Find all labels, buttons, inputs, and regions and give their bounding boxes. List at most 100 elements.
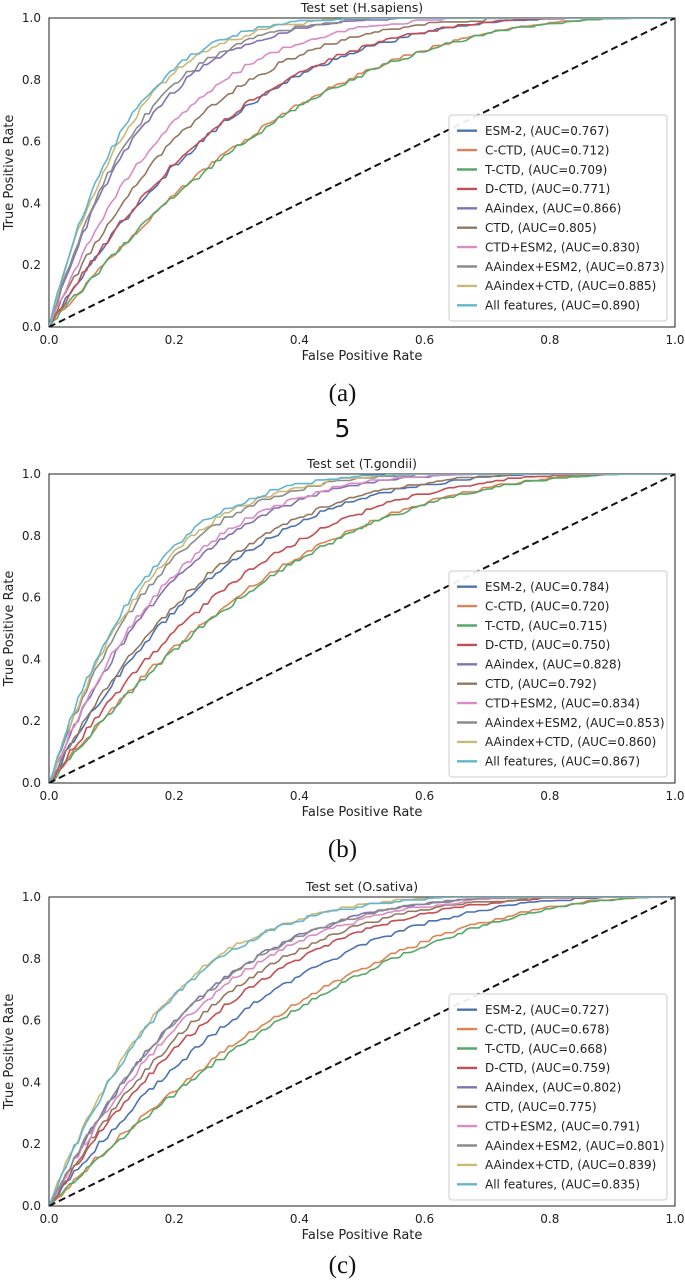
x-tick-label: 0.2	[165, 333, 184, 347]
y-tick-label: 0.0	[22, 1199, 41, 1213]
legend-entry-1: C-CTD, (AUC=0.678)	[485, 1022, 609, 1036]
legend-entry-8: AAindex+CTD, (AUC=0.885)	[485, 279, 656, 293]
chance-diagonal	[49, 897, 675, 1206]
series-line-2	[49, 18, 675, 327]
series-line-3	[49, 474, 675, 783]
page-number: 5	[334, 414, 351, 443]
legend-entry-5: CTD, (AUC=0.775)	[485, 1100, 597, 1114]
legend-entry-8: AAindex+CTD, (AUC=0.839)	[485, 1158, 656, 1172]
series-line-8	[49, 897, 675, 1206]
y-tick-label: 0.4	[22, 196, 41, 210]
legend-entry-7: AAindex+ESM2, (AUC=0.853)	[485, 716, 665, 730]
series-line-0	[49, 897, 675, 1206]
y-tick-label: 0.8	[22, 952, 41, 966]
series-line-2	[49, 474, 675, 783]
x-tick-label: 0.6	[415, 1212, 434, 1226]
legend-entry-9: All features, (AUC=0.890)	[485, 299, 640, 313]
legend-entry-1: C-CTD, (AUC=0.712)	[485, 143, 609, 157]
legend-entry-3: D-CTD, (AUC=0.771)	[485, 182, 610, 196]
x-tick-label: 1.0	[665, 1212, 684, 1226]
y-tick-label: 0.6	[22, 591, 41, 605]
curves	[49, 18, 675, 327]
legend-entry-0: ESM-2, (AUC=0.727)	[485, 1003, 609, 1017]
legend-entry-4: AAindex, (AUC=0.802)	[485, 1081, 621, 1095]
legend-box	[448, 993, 668, 1201]
x-tick-label: 0.6	[415, 333, 434, 347]
y-tick-label: 1.0	[22, 11, 41, 25]
series-line-3	[49, 18, 675, 327]
series-line-6	[49, 897, 675, 1206]
series-line-2	[49, 897, 675, 1206]
series-line-9	[49, 18, 675, 327]
x-tick-label: 0.0	[39, 789, 58, 803]
x-tick-label: 0.4	[290, 333, 309, 347]
y-tick-label: 0.6	[22, 1014, 41, 1028]
chart-panel-0: Test set (H.sapiens) 0.0 0.2 0.4 0.6 0.8 1.0 0.…	[2, 0, 685, 364]
plot-frame	[48, 473, 676, 784]
chart-panel-1: Test set (T.gondii) 0.0 0.2 0.4 0.6 0.8 1.0 0.0…	[2, 456, 685, 820]
chart-title: Test set (H.sapiens)	[300, 0, 423, 15]
chart-title: Test set (T.gondii)	[306, 456, 417, 471]
chart-panel-2: Test set (O.sativa) 0.0 0.2 0.4 0.6 0.8 1.0 0.0…	[2, 879, 685, 1243]
y-axis-label: True Positive Rate	[2, 571, 17, 688]
y-tick-label: 0.2	[22, 714, 41, 728]
x-axis-label: False Positive Rate	[302, 1228, 423, 1243]
x-tick-label: 0.4	[290, 1212, 309, 1226]
legend-entry-7: AAindex+ESM2, (AUC=0.801)	[485, 1139, 665, 1153]
y-tick-label: 0.0	[22, 776, 41, 790]
legend: ESM-2, (AUC=0.784) C-CTD, (AUC=0.720) T-CT…	[448, 570, 668, 778]
legend: ESM-2, (AUC=0.727) C-CTD, (AUC=0.678) T-CT…	[448, 993, 668, 1201]
y-tick-label: 0.4	[22, 1075, 41, 1089]
legend-entry-0: ESM-2, (AUC=0.784)	[485, 580, 609, 594]
legend-box	[448, 114, 668, 322]
series-line-7	[49, 897, 675, 1206]
y-tick-label: 0.8	[22, 73, 41, 87]
x-tick-label: 1.0	[665, 333, 684, 347]
series-line-7	[49, 18, 675, 327]
y-tick-label: 1.0	[22, 467, 41, 481]
legend-entry-5: CTD, (AUC=0.792)	[485, 677, 597, 691]
legend-entry-4: AAindex, (AUC=0.828)	[485, 658, 621, 672]
series-line-5	[49, 18, 675, 327]
curves	[49, 474, 675, 783]
series-line-6	[49, 474, 675, 783]
chart-title: Test set (O.sativa)	[305, 879, 418, 894]
x-axis-label: False Positive Rate	[302, 349, 423, 364]
x-tick-label: 0.2	[165, 1212, 184, 1226]
legend-entry-0: ESM-2, (AUC=0.767)	[485, 124, 609, 138]
chance-diagonal	[49, 18, 675, 327]
curves	[49, 897, 675, 1206]
legend-entry-2: T-CTD, (AUC=0.709)	[484, 163, 607, 177]
series-line-9	[49, 897, 675, 1206]
y-tick-label: 1.0	[22, 890, 41, 904]
caption-c: (c)	[328, 1252, 357, 1279]
legend-entry-5: CTD, (AUC=0.805)	[485, 221, 597, 235]
series-line-0	[49, 474, 675, 783]
y-tick-label: 0.4	[22, 652, 41, 666]
legend-entry-8: AAindex+CTD, (AUC=0.860)	[485, 735, 656, 749]
x-tick-label: 0.8	[540, 1212, 559, 1226]
series-line-5	[49, 474, 675, 783]
series-line-8	[49, 474, 675, 783]
x-tick-label: 0.4	[290, 789, 309, 803]
y-axis-label: True Positive Rate	[2, 994, 17, 1111]
y-axis-label: True Positive Rate	[2, 115, 17, 232]
legend-entry-2: T-CTD, (AUC=0.715)	[484, 619, 607, 633]
x-tick-label: 0.8	[540, 789, 559, 803]
series-line-5	[49, 897, 675, 1206]
x-tick-label: 1.0	[665, 789, 684, 803]
legend: ESM-2, (AUC=0.767) C-CTD, (AUC=0.712) T-CT…	[448, 114, 668, 322]
x-tick-label: 0.8	[540, 333, 559, 347]
legend-entry-6: CTD+ESM2, (AUC=0.834)	[485, 696, 640, 710]
legend-box	[448, 570, 668, 778]
plot-frame	[48, 896, 676, 1207]
legend-entry-1: C-CTD, (AUC=0.720)	[485, 599, 609, 613]
y-tick-label: 0.0	[22, 320, 41, 334]
x-tick-label: 0.2	[165, 789, 184, 803]
x-tick-label: 0.0	[39, 1212, 58, 1226]
legend-entry-9: All features, (AUC=0.867)	[485, 755, 640, 769]
series-line-9	[49, 474, 675, 783]
series-line-0	[49, 18, 675, 327]
legend-entry-7: AAindex+ESM2, (AUC=0.873)	[485, 260, 665, 274]
